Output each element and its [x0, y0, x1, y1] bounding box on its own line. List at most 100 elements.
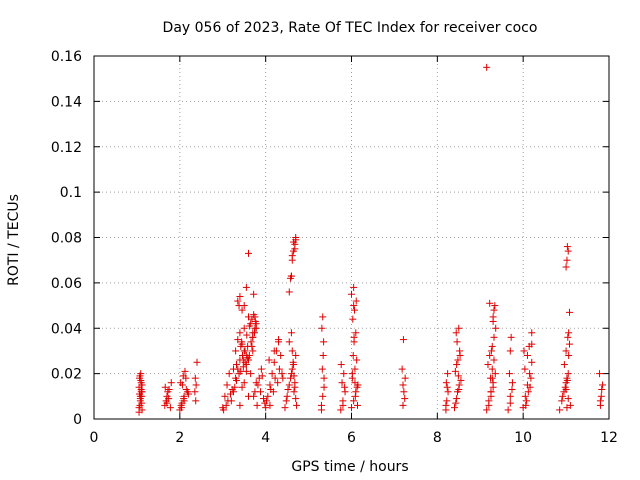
- data-point: [563, 376, 571, 384]
- data-point: [232, 376, 240, 384]
- data-point: [522, 401, 530, 409]
- data-point: [399, 381, 407, 389]
- data-point: [290, 388, 298, 396]
- axis-ticks: 0 2 4 6 8 10 12 0 0.02 0.04 0.06 0.08 0.1 0.12 0.14 0.1…: [51, 49, 618, 446]
- data-point: [278, 370, 286, 378]
- data-point: [220, 406, 228, 414]
- data-point: [243, 331, 251, 339]
- data-point: [262, 404, 270, 412]
- data-point: [284, 386, 292, 394]
- data-point: [444, 388, 452, 396]
- data-point: [258, 372, 266, 380]
- data-point: [520, 347, 528, 355]
- data-point: [236, 356, 244, 364]
- data-point: [289, 358, 297, 366]
- data-point: [352, 329, 360, 337]
- data-point: [487, 347, 495, 355]
- data-point: [528, 329, 536, 337]
- data-point: [566, 340, 574, 348]
- data-point: [443, 383, 451, 391]
- data-point: [350, 333, 358, 341]
- data-point: [444, 370, 452, 378]
- data-point: [291, 245, 299, 253]
- data-point: [221, 392, 229, 400]
- data-point: [287, 272, 295, 280]
- data-point: [181, 367, 189, 375]
- data-point: [596, 397, 604, 405]
- data-point: [178, 381, 186, 389]
- y-tick-label: 0.02: [51, 367, 82, 383]
- data-point: [528, 358, 536, 366]
- data-point: [247, 370, 255, 378]
- y-tick-label: 0.14: [51, 94, 82, 110]
- data-point: [138, 399, 146, 407]
- data-point: [240, 324, 248, 332]
- data-point: [488, 365, 496, 373]
- data-point: [223, 381, 231, 389]
- data-point: [237, 342, 245, 350]
- data-point: [559, 392, 567, 400]
- data-point: [483, 406, 491, 414]
- data-point: [564, 370, 572, 378]
- data-point: [192, 381, 200, 389]
- data-point: [252, 379, 260, 387]
- data-point: [351, 365, 359, 373]
- data-point: [350, 283, 358, 291]
- data-point: [338, 379, 346, 387]
- data-point: [350, 302, 358, 310]
- data-point: [597, 392, 605, 400]
- data-point: [560, 361, 568, 369]
- data-point: [240, 379, 248, 387]
- data-point: [224, 397, 232, 405]
- data-point: [290, 372, 298, 380]
- data-point: [193, 358, 201, 366]
- data-point: [401, 374, 409, 382]
- data-point: [257, 365, 265, 373]
- data-point: [596, 370, 604, 378]
- data-point: [274, 379, 282, 387]
- data-point: [266, 381, 274, 389]
- data-point: [349, 315, 357, 323]
- data-point: [453, 338, 461, 346]
- data-point: [288, 365, 296, 373]
- data-point: [291, 383, 299, 391]
- data-point: [484, 361, 492, 369]
- data-point: [234, 336, 242, 344]
- data-point: [242, 367, 250, 375]
- data-point: [491, 370, 499, 378]
- data-point: [490, 306, 498, 314]
- data-point: [231, 383, 239, 391]
- grid-lines: [94, 56, 609, 419]
- data-point: [454, 388, 462, 396]
- data-point: [453, 361, 461, 369]
- data-point: [229, 365, 237, 373]
- data-point: [320, 383, 328, 391]
- data-point: [222, 401, 230, 409]
- x-tick-label: 0: [90, 430, 99, 446]
- data-point: [456, 351, 464, 359]
- data-point: [137, 376, 145, 384]
- data-point: [317, 406, 325, 414]
- data-point: [452, 399, 460, 407]
- data-point: [269, 388, 277, 396]
- data-point: [455, 381, 463, 389]
- data-point: [238, 306, 246, 314]
- data-point: [399, 336, 407, 344]
- data-point: [485, 401, 493, 409]
- data-point: [565, 329, 573, 337]
- data-point: [489, 383, 497, 391]
- data-point: [245, 356, 252, 364]
- data-point: [564, 247, 572, 255]
- data-point: [558, 397, 566, 405]
- data-point: [340, 370, 348, 378]
- data-point: [240, 302, 248, 310]
- data-point: [521, 392, 529, 400]
- data-point: [136, 392, 144, 400]
- data-point: [236, 401, 244, 409]
- data-point: [184, 390, 192, 398]
- data-point: [490, 333, 498, 341]
- data-point: [247, 338, 255, 346]
- data-point: [526, 370, 534, 378]
- data-point: [245, 322, 253, 330]
- data-point: [451, 367, 459, 375]
